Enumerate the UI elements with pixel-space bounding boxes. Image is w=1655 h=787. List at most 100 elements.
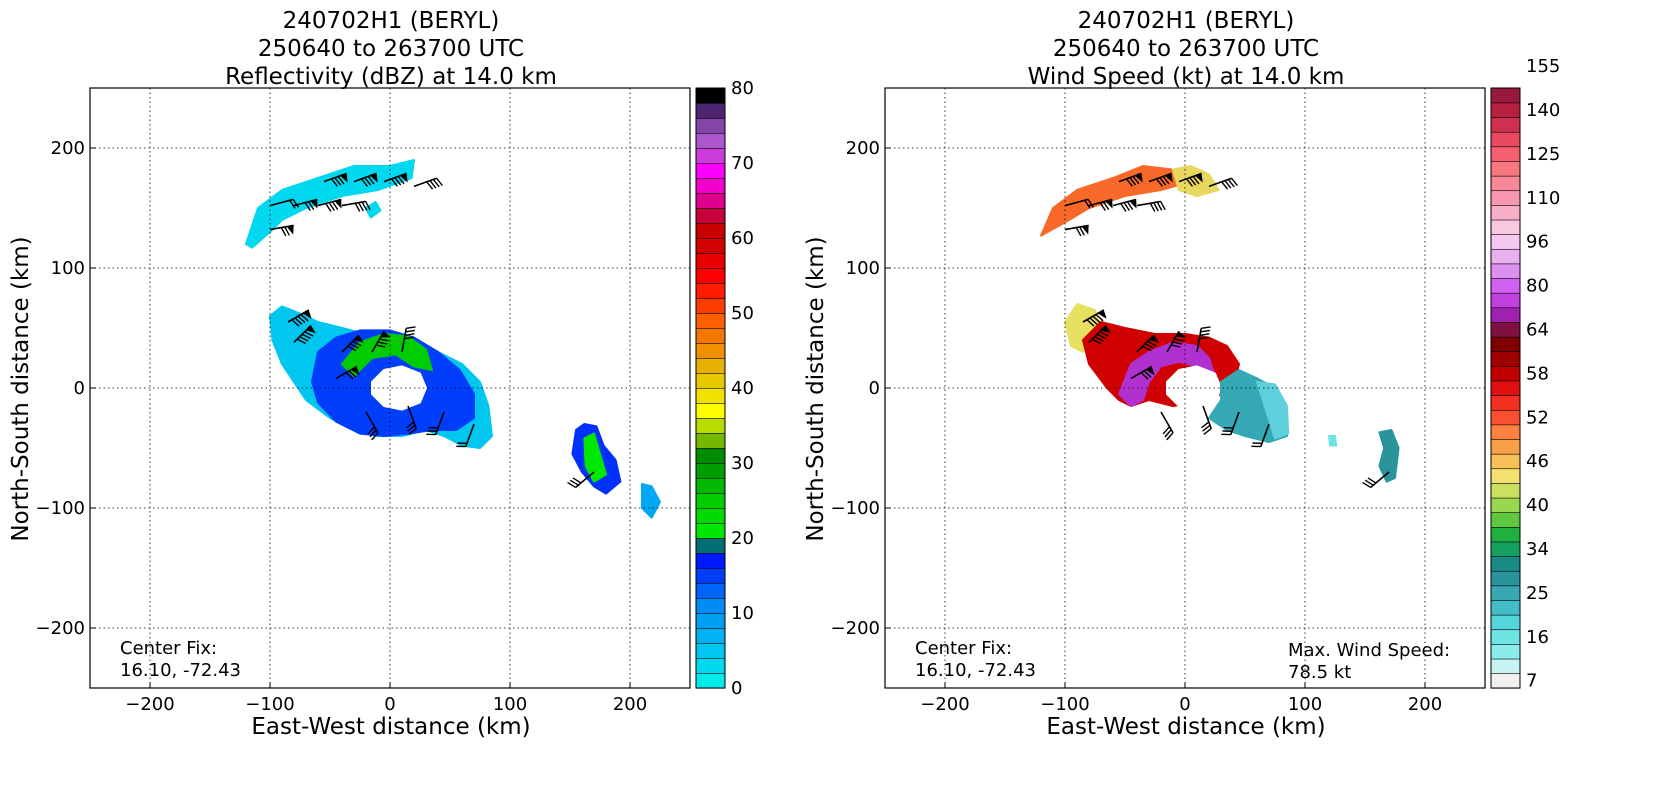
right-colorbar-tick-label: 140 bbox=[1526, 100, 1560, 121]
colorbar-segment bbox=[695, 282, 726, 299]
left-axes-frame bbox=[89, 87, 691, 689]
colorbar-segment bbox=[695, 417, 726, 434]
right-colorbar-tick-label: 25 bbox=[1526, 583, 1549, 604]
colorbar-segment bbox=[1490, 87, 1521, 104]
left-x-axis-label: East-West distance (km) bbox=[251, 714, 530, 740]
colorbar-segment bbox=[1490, 629, 1521, 645]
wind-barb bbox=[365, 411, 379, 441]
colorbar-segment bbox=[695, 672, 726, 689]
colorbar-segment bbox=[1490, 409, 1521, 426]
colorbar-segment bbox=[695, 567, 726, 584]
colorbar-segment bbox=[695, 207, 726, 224]
left-colorbar-tick-label: 0 bbox=[731, 678, 742, 699]
colorbar-segment bbox=[1490, 570, 1521, 587]
colorbar-segment bbox=[695, 132, 726, 149]
colorbar-segment bbox=[695, 327, 726, 344]
colorbar-segment bbox=[1490, 190, 1521, 206]
wind-barb bbox=[293, 198, 318, 211]
wind-barb bbox=[1136, 200, 1166, 212]
right-xtick-label: −200 bbox=[920, 694, 969, 715]
colorbar-frame bbox=[695, 87, 726, 689]
left-colorbar-tick-label: 70 bbox=[731, 153, 754, 174]
wind-barb bbox=[383, 172, 408, 187]
colorbar-segment bbox=[695, 492, 726, 509]
colorbar-segment bbox=[1490, 160, 1521, 177]
colorbar-segment bbox=[1490, 175, 1521, 192]
wind-barb bbox=[1148, 172, 1173, 187]
right-title-line-3: Wind Speed (kt) at 14.0 km bbox=[1028, 64, 1345, 90]
echo-region-east-small bbox=[1328, 435, 1338, 447]
right-x-ticks: −200 −100 0 100 200 bbox=[920, 694, 1442, 715]
left-title-line-1: 240702H1 (BERYL) bbox=[283, 8, 500, 34]
right-center-fix-value: 16.10, -72.43 bbox=[915, 660, 1036, 681]
colorbar-segment bbox=[1490, 395, 1521, 411]
left-colorbar-tick-label: 30 bbox=[731, 453, 754, 474]
wind-barb bbox=[1112, 198, 1137, 212]
colorbar-segment bbox=[1490, 512, 1521, 528]
wind-barb bbox=[1166, 330, 1186, 353]
right-colorbar-tick-label: 64 bbox=[1526, 319, 1549, 340]
wind-barb bbox=[1196, 326, 1211, 353]
colorbar-segment bbox=[1490, 526, 1521, 543]
right-ytick-label: 0 bbox=[869, 378, 880, 399]
right-panel: 240702H1 (BERYL) 250640 to 263700 UTC Wi… bbox=[803, 8, 1560, 740]
right-colorbar-tick-label: 34 bbox=[1526, 539, 1549, 560]
colorbar-segment bbox=[695, 252, 726, 269]
right-max-wind-value: 78.5 kt bbox=[1288, 662, 1351, 683]
colorbar-segment bbox=[695, 297, 726, 314]
right-colorbar-tick-label: 7 bbox=[1526, 671, 1537, 692]
colorbar-segment bbox=[695, 87, 726, 104]
colorbar-segment bbox=[1490, 292, 1521, 309]
left-colorbar-tick-label: 40 bbox=[731, 378, 754, 399]
left-colorbar-tick-label: 20 bbox=[731, 528, 754, 549]
colorbar-segment bbox=[695, 162, 726, 179]
colorbar-segment bbox=[1490, 673, 1521, 689]
colorbar-segment bbox=[695, 432, 726, 449]
colorbar-segment bbox=[1490, 468, 1521, 484]
right-title-line-2: 250640 to 263700 UTC bbox=[1053, 36, 1319, 62]
colorbar-segment bbox=[1490, 482, 1521, 499]
colorbar-segment bbox=[695, 462, 726, 479]
right-y-axis-label: North-South distance (km) bbox=[803, 236, 829, 541]
right-colorbar-tick-label: 110 bbox=[1526, 188, 1560, 209]
wind-barb bbox=[1136, 334, 1159, 353]
left-y-axis-label: North-South distance (km) bbox=[8, 236, 34, 541]
right-xtick-label: 0 bbox=[1179, 694, 1190, 715]
right-title-line-1: 240702H1 (BERYL) bbox=[1078, 8, 1295, 34]
colorbar-segment bbox=[1490, 643, 1521, 660]
colorbar-segment bbox=[1490, 219, 1521, 235]
wind-barb bbox=[405, 405, 417, 435]
colorbar-segment bbox=[1490, 438, 1521, 455]
colorbar-segment bbox=[1490, 102, 1521, 118]
echo-region-east-cell bbox=[1378, 429, 1400, 483]
right-colorbar-tick-label: 58 bbox=[1526, 363, 1549, 384]
wind-barb bbox=[341, 334, 364, 353]
colorbar-segment bbox=[695, 642, 726, 659]
colorbar-segment bbox=[1490, 131, 1521, 148]
right-axes-frame bbox=[884, 87, 1486, 689]
left-colorbar-tick-label: 50 bbox=[731, 303, 754, 324]
wind-barb bbox=[323, 172, 348, 187]
right-colorbar-tick-label: 155 bbox=[1526, 56, 1560, 77]
colorbar-segment bbox=[695, 237, 726, 254]
colorbar-segment bbox=[1490, 365, 1521, 382]
colorbar-segment bbox=[695, 597, 726, 614]
left-colorbar-labels: 0 10 20 30 40 50 60 70 80 bbox=[731, 78, 754, 699]
wind-barb bbox=[317, 198, 342, 212]
wind-barb bbox=[1200, 405, 1212, 435]
colorbar-segment bbox=[1490, 336, 1521, 353]
colorbar-segment bbox=[1490, 351, 1521, 367]
left-colorbar bbox=[695, 87, 726, 689]
wind-barb bbox=[1118, 172, 1143, 187]
right-ytick-label: 100 bbox=[846, 258, 880, 279]
wind-barb bbox=[401, 326, 416, 353]
left-center-fix-label: Center Fix: bbox=[120, 638, 217, 659]
left-colorbar-tick-label: 60 bbox=[731, 228, 754, 249]
colorbar-segment bbox=[1490, 541, 1521, 557]
right-y-ticks: 200 100 0 −100 −200 bbox=[831, 138, 880, 639]
colorbar-segment bbox=[1490, 424, 1521, 440]
left-ytick-label: 200 bbox=[51, 138, 85, 159]
wind-barb bbox=[1082, 309, 1107, 327]
colorbar-segment bbox=[695, 522, 726, 539]
colorbar-segment bbox=[1490, 497, 1521, 513]
